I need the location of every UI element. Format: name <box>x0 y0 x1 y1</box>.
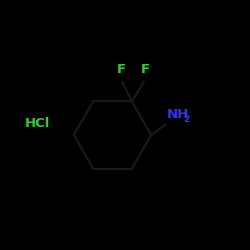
Text: F: F <box>140 64 150 76</box>
Text: 2: 2 <box>184 115 190 124</box>
Text: F: F <box>116 64 126 76</box>
Text: HCl: HCl <box>25 117 50 130</box>
Text: NH: NH <box>166 108 188 120</box>
